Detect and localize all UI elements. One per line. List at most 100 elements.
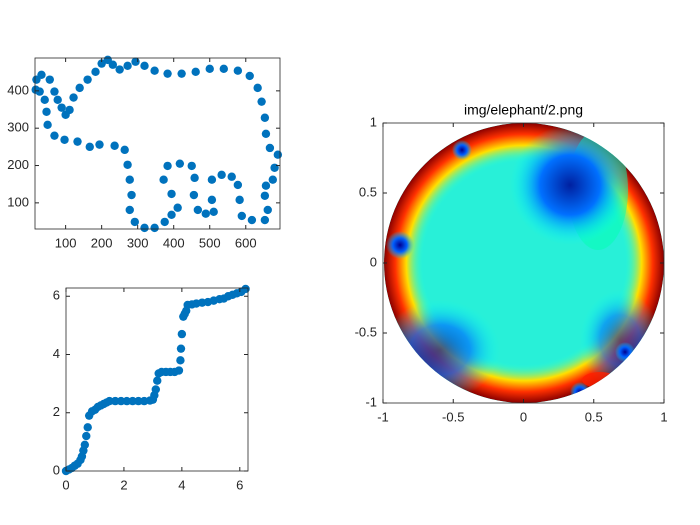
x-tick-label: 500 <box>199 235 221 250</box>
point <box>140 223 149 233</box>
point <box>43 120 52 130</box>
point <box>174 366 184 375</box>
point <box>209 207 218 217</box>
x-tick-label: 0 <box>62 477 69 492</box>
point <box>153 376 162 385</box>
y-tick-label: -0.5 <box>355 324 377 339</box>
x-tick-label: 100 <box>55 235 77 250</box>
point <box>235 195 244 205</box>
point <box>227 172 236 181</box>
point <box>187 161 196 171</box>
y-tick-label: -1 <box>365 394 377 409</box>
point <box>57 103 66 112</box>
point <box>159 175 168 184</box>
axes-box <box>34 57 281 230</box>
point <box>191 67 200 77</box>
point <box>190 173 199 183</box>
point <box>253 83 262 93</box>
point <box>115 65 124 74</box>
point <box>241 284 250 294</box>
point <box>131 57 140 66</box>
x-tick-label: -1 <box>377 409 389 424</box>
point <box>268 175 277 184</box>
point <box>217 170 226 180</box>
point <box>260 113 270 122</box>
point <box>37 70 46 80</box>
point <box>177 329 187 339</box>
y-tick-label: 4 <box>53 346 60 361</box>
y-tick-label: 100 <box>7 194 29 209</box>
point <box>150 223 159 233</box>
point <box>245 71 254 81</box>
point <box>270 163 279 172</box>
point <box>176 344 186 353</box>
y-tick-label: 0.5 <box>359 184 377 199</box>
point <box>176 356 185 365</box>
point <box>105 396 114 406</box>
point <box>150 66 159 75</box>
point <box>82 431 91 441</box>
point <box>263 205 272 215</box>
y-tick-label: 1 <box>370 114 377 129</box>
x-tick-label: 600 <box>235 235 257 250</box>
point <box>65 105 74 115</box>
point <box>189 190 199 200</box>
x-tick-label: -0.5 <box>442 409 464 424</box>
point <box>83 423 92 432</box>
point <box>128 396 137 406</box>
point <box>167 210 176 220</box>
point <box>260 191 270 200</box>
y-tick-label: 0 <box>370 254 377 269</box>
y-tick-label: 0 <box>53 462 60 477</box>
point <box>151 385 160 394</box>
point <box>53 95 62 105</box>
point <box>50 87 59 96</box>
point <box>177 69 186 78</box>
point <box>173 203 182 212</box>
y-tick-label: 200 <box>7 157 29 172</box>
point <box>247 215 257 225</box>
x-tick-label: 2 <box>120 477 127 492</box>
point <box>193 205 203 215</box>
point <box>91 67 100 77</box>
image <box>384 123 664 403</box>
point <box>260 215 270 225</box>
point <box>111 396 120 406</box>
point <box>257 97 266 106</box>
x-tick-label: 4 <box>178 477 185 492</box>
x-tick-label: 0 <box>520 409 527 424</box>
point <box>75 83 84 93</box>
point <box>219 64 228 74</box>
point <box>207 175 217 184</box>
y-tick-label: 6 <box>53 288 60 303</box>
point <box>233 66 243 75</box>
point <box>116 396 126 406</box>
point <box>273 150 283 159</box>
point <box>175 159 185 168</box>
point <box>140 61 149 71</box>
point <box>69 93 78 102</box>
point <box>45 75 54 84</box>
point <box>83 75 92 84</box>
point <box>167 189 176 199</box>
point <box>122 396 132 406</box>
point <box>261 129 271 138</box>
point <box>123 160 132 169</box>
point <box>265 143 275 153</box>
point <box>160 217 169 227</box>
point <box>85 142 94 152</box>
point <box>125 205 134 215</box>
point <box>163 69 172 78</box>
point <box>125 175 134 184</box>
point <box>108 60 118 69</box>
point <box>50 131 59 140</box>
point <box>97 59 106 68</box>
point <box>130 217 140 227</box>
point <box>201 209 210 218</box>
x-tick-label: 400 <box>163 235 185 250</box>
point <box>35 87 44 96</box>
point <box>123 61 132 71</box>
